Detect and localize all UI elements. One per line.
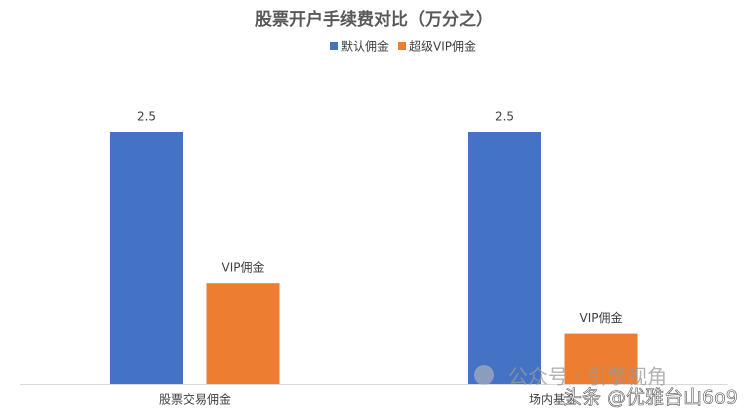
data-label: VIP佣金 [580,310,623,325]
bar [468,132,541,384]
watermark-icon [474,365,494,385]
legend-swatch [398,42,406,50]
legend-label: 超级VIP佣金 [409,39,476,54]
x-tick-label: 股票交易佣金 [159,392,231,407]
data-label: 2.5 [495,110,514,124]
watermark-text: 头条 @优雅台山6o9 [563,387,738,409]
x-tick-label: 场内基金 [529,392,577,407]
bar [564,333,638,384]
legend-label: 默认佣金 [341,39,389,54]
legend-swatch [330,42,338,50]
bar [110,132,183,384]
watermark: 公众号 · 引擎视角 头条 @优雅台山6o9 [474,365,738,409]
data-label: 2.5 [137,110,156,124]
chart-title: 股票开户手续费对比（万分之） [255,9,493,30]
data-label: VIP佣金 [222,260,265,275]
watermark-text: 公众号 · 引擎视角 [508,365,667,389]
bar [206,283,280,384]
